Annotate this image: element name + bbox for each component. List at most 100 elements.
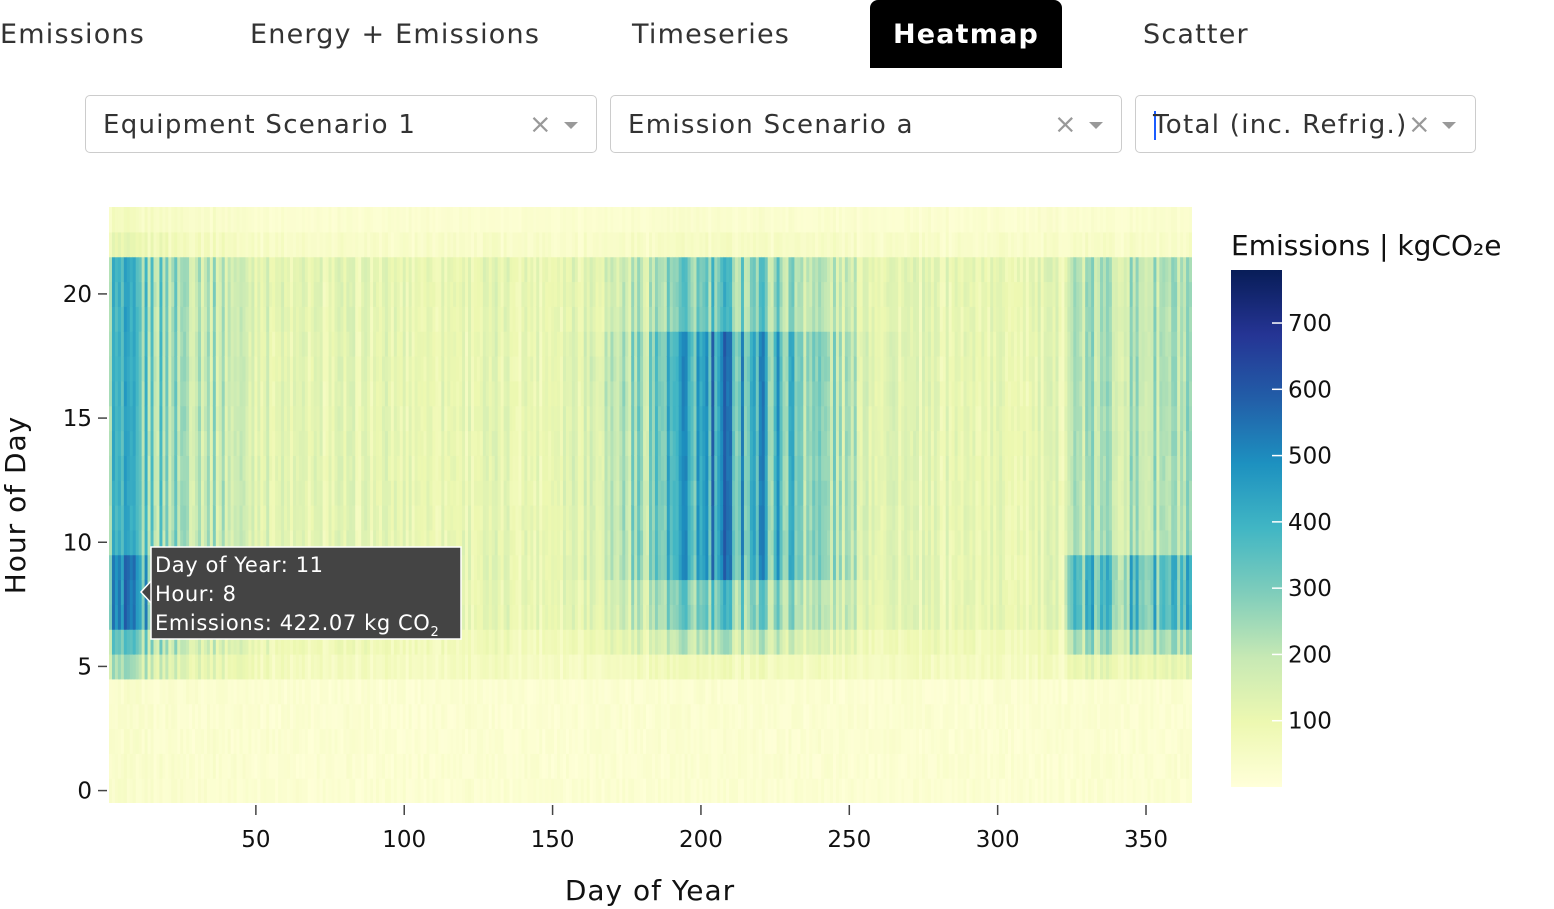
heatmap-cell <box>462 554 466 581</box>
heatmap-cell <box>307 529 312 556</box>
heatmap-cell <box>497 678 502 705</box>
heatmap-cell <box>117 703 122 730</box>
heatmap-cell <box>640 629 644 655</box>
heatmap-cell <box>203 728 208 754</box>
heatmap-cell <box>675 728 680 754</box>
heatmap-cell <box>583 306 588 332</box>
heatmap-cell <box>331 455 336 481</box>
tab-heatmap[interactable]: Heatmap <box>870 0 1062 68</box>
heatmap-cell <box>634 380 638 407</box>
heatmap-cell <box>390 331 395 357</box>
heatmap-cell <box>426 207 431 233</box>
heatmap-cell <box>284 231 288 258</box>
heatmap-cell <box>313 281 318 307</box>
heatmap-cell <box>200 753 205 779</box>
heatmap-cell <box>426 455 431 481</box>
heatmap-cell <box>114 629 119 655</box>
heatmap-cell <box>574 529 579 556</box>
heatmap-cell <box>361 728 365 754</box>
chevron-down-icon[interactable] <box>1089 122 1103 129</box>
heatmap-cell <box>224 331 229 357</box>
heatmap-cell <box>289 529 294 556</box>
heatmap-cell <box>221 380 226 407</box>
heatmap-cell <box>132 256 137 283</box>
heatmap-cell <box>215 306 220 332</box>
heatmap-plot-area[interactable] <box>109 207 1193 804</box>
heatmap-cell <box>429 529 434 556</box>
heatmap-cell <box>441 629 445 655</box>
heatmap-cell <box>162 331 166 357</box>
heatmap-cell <box>589 380 594 407</box>
tab-energy-emissions[interactable]: Energy + Emissions <box>250 19 541 50</box>
heatmap-cell <box>583 604 588 630</box>
heatmap-cell <box>189 678 193 705</box>
heatmap-cell <box>524 480 528 506</box>
heatmap-cell <box>530 480 534 506</box>
heatmap-cell <box>132 405 137 432</box>
heatmap-cell <box>551 529 555 556</box>
heatmap-cell <box>322 256 327 283</box>
heatmap-cell <box>616 306 620 332</box>
heatmap-cell <box>660 629 665 655</box>
equipment-scenario-select[interactable]: Equipment Scenario 1 × <box>85 95 597 153</box>
heatmap-cell <box>616 430 620 456</box>
tab-emissions[interactable]: Emissions <box>0 19 145 50</box>
heatmap-cell <box>141 430 146 456</box>
heatmap-cell <box>242 678 247 705</box>
chevron-down-icon[interactable] <box>1442 122 1456 129</box>
close-icon[interactable]: × <box>1408 109 1431 140</box>
heatmap-cell <box>239 480 244 506</box>
heatmap-cell <box>361 356 365 382</box>
heatmap-cell <box>248 728 253 754</box>
heatmap-cell <box>690 728 695 754</box>
close-icon[interactable]: × <box>1054 109 1077 140</box>
close-icon[interactable]: × <box>529 109 552 140</box>
emission-category-select[interactable]: Total (inc. Refrig.) × <box>1135 95 1476 153</box>
heatmap-cell <box>592 455 597 481</box>
heatmap-cell <box>405 753 410 779</box>
heatmap-cell <box>660 678 665 705</box>
heatmap-cell <box>263 256 267 283</box>
chevron-down-icon[interactable] <box>564 122 578 129</box>
heatmap-cell <box>411 753 416 779</box>
tab-timeseries[interactable]: Timeseries <box>632 19 791 50</box>
heatmap-cell <box>509 579 514 605</box>
heatmap-cell <box>536 505 540 531</box>
heatmap-cell <box>301 256 306 283</box>
heatmap-cell <box>678 629 683 655</box>
heatmap-cell <box>111 554 116 581</box>
heatmap-cell <box>663 604 668 630</box>
heatmap-cell <box>269 455 273 481</box>
heatmap-cell <box>408 480 413 506</box>
heatmap-cell <box>405 778 410 803</box>
heatmap-cell <box>702 703 706 730</box>
heatmap-cell <box>565 579 570 605</box>
heatmap-cell <box>717 728 721 754</box>
heatmap-cell <box>509 430 514 456</box>
heatmap-cell <box>135 654 140 680</box>
heatmap-cell <box>218 356 223 382</box>
heatmap-cell <box>714 430 718 456</box>
heatmap-cell <box>126 629 131 655</box>
emission-scenario-select[interactable]: Emission Scenario a × <box>610 95 1122 153</box>
heatmap-cell <box>468 281 472 307</box>
heatmap-cell <box>367 281 371 307</box>
heatmap-cell <box>429 380 434 407</box>
heatmap-cell <box>450 505 454 531</box>
heatmap-cell <box>316 405 321 432</box>
heatmap-cell <box>610 728 615 754</box>
heatmap-cell <box>651 480 656 506</box>
tab-scatter[interactable]: Scatter <box>1143 19 1249 50</box>
heatmap-cell <box>340 529 345 556</box>
heatmap-cell <box>503 380 508 407</box>
heatmap-cell <box>444 231 448 258</box>
heatmap-cell <box>411 207 416 233</box>
heatmap-cell <box>684 505 689 531</box>
heatmap-cell <box>539 405 543 432</box>
heatmap-cell <box>393 356 398 382</box>
heatmap-cell <box>227 455 232 481</box>
heatmap-cell <box>361 480 365 506</box>
heatmap-cell <box>340 405 345 432</box>
heatmap-cell <box>221 356 226 382</box>
heatmap-cell <box>515 331 520 357</box>
